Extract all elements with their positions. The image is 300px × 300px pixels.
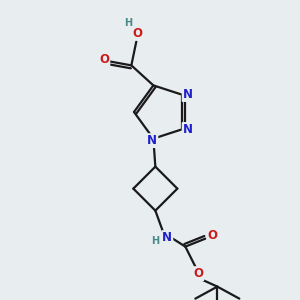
Text: N: N (147, 134, 157, 147)
Text: O: O (207, 229, 217, 242)
Text: O: O (193, 267, 203, 280)
Text: O: O (132, 27, 142, 40)
Text: H: H (124, 18, 132, 28)
Text: N: N (183, 88, 193, 101)
Text: O: O (99, 53, 109, 66)
Text: N: N (162, 231, 172, 244)
Text: H: H (151, 236, 159, 246)
Text: N: N (183, 123, 193, 136)
